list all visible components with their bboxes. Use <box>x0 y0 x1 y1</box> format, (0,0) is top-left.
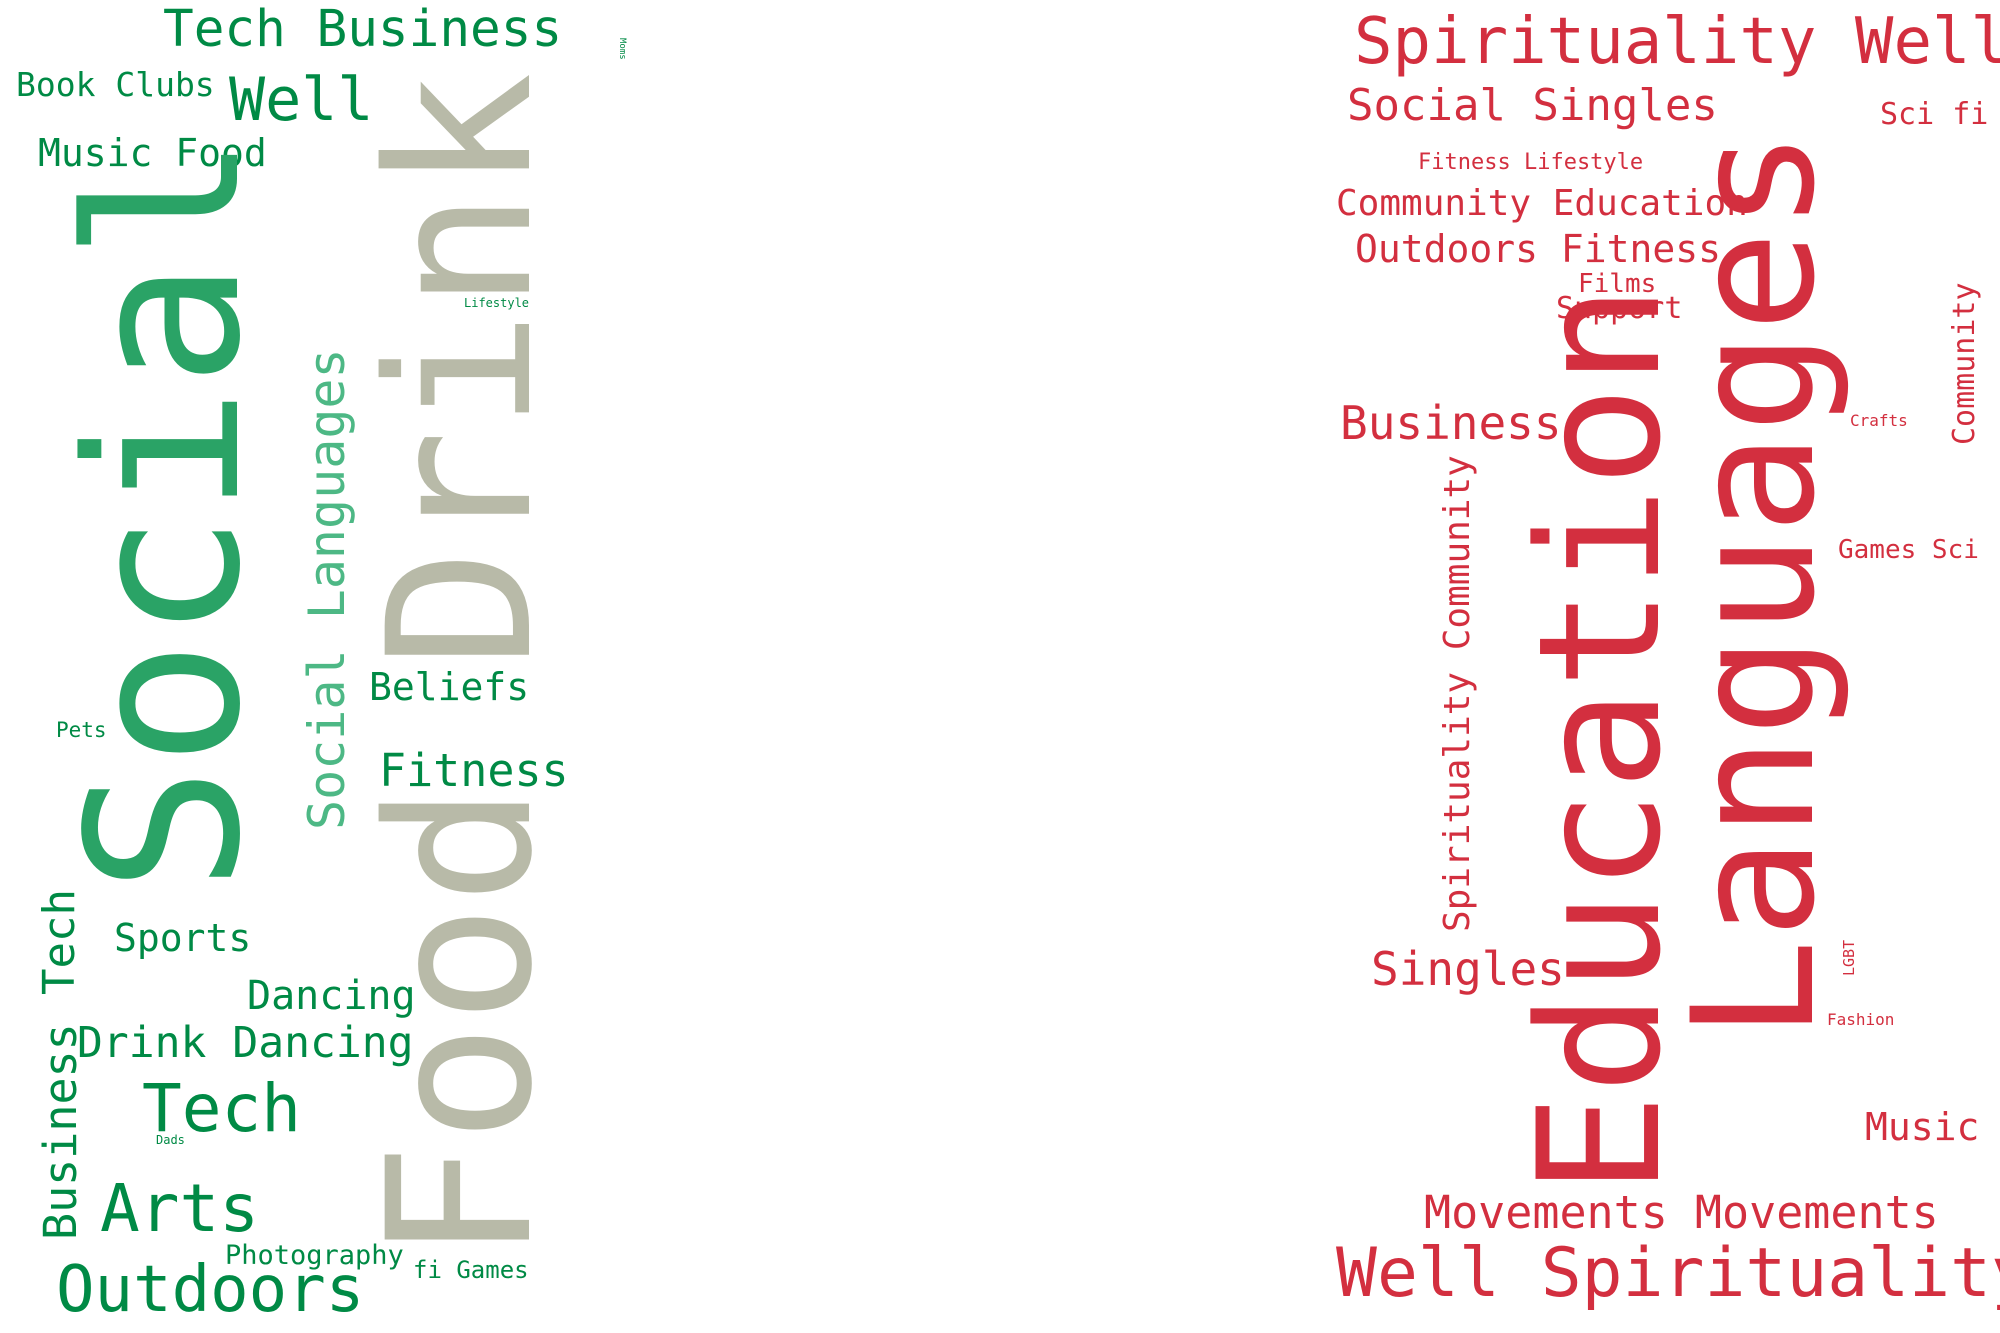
word: Pets <box>56 718 107 742</box>
word: Dancing <box>247 973 416 1019</box>
word: Films <box>1578 269 1657 299</box>
word: Support <box>1556 291 1683 326</box>
word: Well Spirituality <box>1336 1234 2000 1313</box>
word: Arts <box>100 1170 259 1247</box>
word: Movements Movements <box>1424 1186 1939 1239</box>
word: Spirituality Community <box>1437 455 1478 932</box>
word: Drink <box>345 71 576 668</box>
word: Social <box>42 134 287 893</box>
word: Social Singles <box>1347 80 1718 131</box>
word: LGBT <box>1840 939 1858 976</box>
word: Community <box>1947 282 1982 445</box>
word: Fitness <box>379 744 569 797</box>
word: Singles <box>1371 942 1565 996</box>
word: Sci fi <box>1880 97 1989 132</box>
word: Moms <box>617 38 627 60</box>
word: Music <box>1865 1105 1980 1149</box>
word: Fashion <box>1827 1010 1895 1029</box>
word: Book Clubs <box>16 65 215 104</box>
word: Community Education <box>1336 183 1748 224</box>
word: Business <box>34 1023 87 1240</box>
word: Outdoors Fitness <box>1355 227 1722 271</box>
word: Fitness Lifestyle <box>1418 150 1644 175</box>
word: Tech <box>142 1070 301 1147</box>
word: Sports <box>114 916 252 960</box>
word: Education <box>1502 284 1698 1195</box>
word: Spirituality Well <box>1354 5 2000 79</box>
word: Outdoors <box>56 1253 365 1327</box>
word: Music Food <box>38 131 267 175</box>
word: Games Sci <box>1838 535 1979 565</box>
word: Social Languages <box>298 348 356 830</box>
right-word-cloud: Spirituality Well Social Singles Sci fi … <box>1330 0 2000 1333</box>
word: Drink Dancing <box>77 1018 414 1068</box>
word: Crafts <box>1850 411 1908 430</box>
word: Lifestyle <box>464 296 530 310</box>
left-word-cloud: Tech Business Moms Book Clubs Well Music… <box>0 0 627 1333</box>
word: Dads <box>156 1133 185 1147</box>
word: Business <box>1340 396 1562 450</box>
word: fi Games <box>413 1256 529 1284</box>
word: Tech <box>34 889 85 995</box>
word: Tech Business <box>163 0 563 59</box>
word: Photography <box>225 1240 404 1271</box>
word: Beliefs <box>369 665 530 709</box>
word: Well <box>229 65 374 135</box>
